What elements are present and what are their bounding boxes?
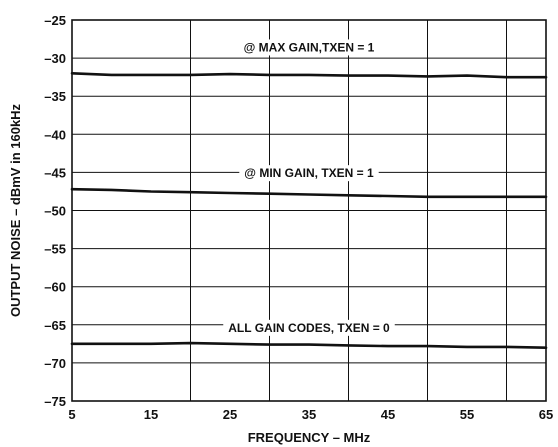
x-axis-title: FREQUENCY – MHz bbox=[248, 430, 371, 445]
x-tick-label: 15 bbox=[144, 407, 158, 422]
series-line-3 bbox=[70, 341, 548, 349]
grid bbox=[72, 20, 546, 401]
y-tick-label: –65 bbox=[44, 318, 66, 333]
annotation-background bbox=[223, 319, 395, 336]
y-tick-label: –55 bbox=[44, 242, 66, 257]
y-tick-label: –25 bbox=[44, 13, 66, 28]
annotation-background bbox=[238, 39, 380, 56]
y-axis-title: OUTPUT NOISE – dBmV in 160kHz bbox=[8, 103, 23, 317]
x-tick-label: 65 bbox=[539, 407, 553, 422]
series-line-1 bbox=[70, 72, 548, 79]
x-tick-label: 5 bbox=[68, 407, 75, 422]
series-annotation: @ MAX GAIN,TXEN = 1 bbox=[244, 40, 375, 54]
y-tick-label: –50 bbox=[44, 204, 66, 219]
series-line-2 bbox=[70, 187, 548, 199]
y-tick-label: –35 bbox=[44, 89, 66, 104]
annotation-background bbox=[239, 165, 379, 182]
x-tick-label: 45 bbox=[381, 407, 395, 422]
y-tick-label: –30 bbox=[44, 51, 66, 66]
plot-frame bbox=[71, 19, 547, 402]
x-tick-label: 55 bbox=[460, 407, 474, 422]
annotation-group: @ MAX GAIN,TXEN = 1 @ MIN GAIN, TXEN = 1 A… bbox=[223, 39, 395, 336]
x-tick-label: 25 bbox=[223, 407, 237, 422]
y-tick-label: –40 bbox=[44, 127, 66, 142]
y-tick-label: –60 bbox=[44, 280, 66, 295]
y-tick-label: –70 bbox=[44, 356, 66, 371]
series-annotation: @ MIN GAIN, TXEN = 1 bbox=[244, 166, 374, 180]
series-annotation: ALL GAIN CODES, TXEN = 0 bbox=[228, 321, 390, 335]
tick-labels: –25 –30 –35 –40 –45 –50 –55 –60 –65 –70 –755 15 25 35… bbox=[44, 13, 553, 422]
y-tick-label: –75 bbox=[44, 394, 66, 409]
y-tick-label: –45 bbox=[44, 165, 66, 180]
series-group bbox=[70, 72, 548, 349]
x-tick-label: 35 bbox=[302, 407, 316, 422]
